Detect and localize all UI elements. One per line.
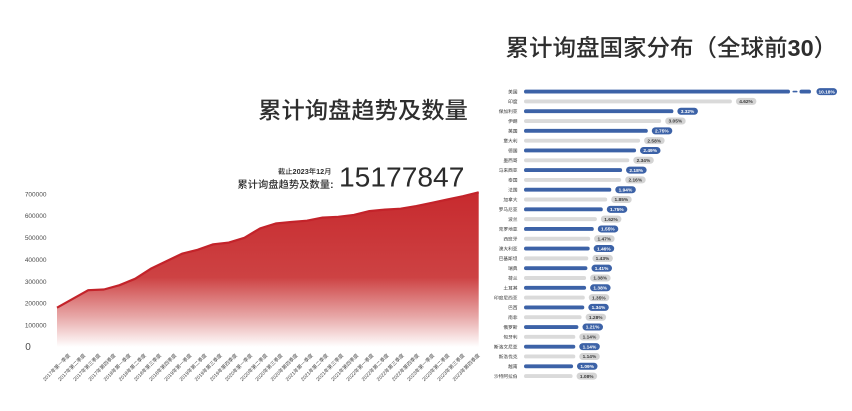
- svg-text:1.28%: 1.28%: [589, 315, 603, 321]
- svg-text:10.18%: 10.18%: [818, 89, 835, 95]
- svg-text:1.55%: 1.55%: [601, 227, 615, 233]
- svg-text:1.94%: 1.94%: [619, 187, 633, 193]
- svg-text:1.38%: 1.38%: [593, 286, 607, 292]
- svg-text:1.43%: 1.43%: [596, 256, 610, 262]
- svg-text:700000: 700000: [25, 191, 47, 198]
- svg-text:1.14%: 1.14%: [583, 344, 597, 350]
- svg-text:2.49%: 2.49%: [643, 148, 657, 154]
- svg-text:1.35%: 1.35%: [592, 295, 606, 301]
- svg-text:1.46%: 1.46%: [597, 246, 611, 252]
- svg-text:0: 0: [25, 342, 31, 353]
- svg-text:300000: 300000: [25, 279, 47, 286]
- svg-text:1.34%: 1.34%: [592, 305, 606, 311]
- svg-text::: :: [330, 180, 333, 191]
- svg-text:1.08%: 1.08%: [580, 374, 594, 380]
- svg-text:2.34%: 2.34%: [637, 158, 651, 164]
- svg-text:1.75%: 1.75%: [610, 207, 624, 213]
- svg-text:600000: 600000: [25, 213, 47, 220]
- svg-text:2023: 2023: [293, 167, 309, 176]
- svg-text:15177847: 15177847: [339, 161, 464, 193]
- svg-text:1.09%: 1.09%: [580, 364, 594, 370]
- svg-text:1.14%: 1.14%: [583, 354, 597, 360]
- svg-text:3.32%: 3.32%: [681, 109, 695, 115]
- svg-text:1.14%: 1.14%: [583, 335, 597, 341]
- svg-text:1.38%: 1.38%: [593, 276, 607, 282]
- svg-text:1.41%: 1.41%: [595, 266, 609, 272]
- svg-text:4.62%: 4.62%: [739, 99, 753, 105]
- svg-text:12: 12: [316, 167, 324, 176]
- svg-text:500000: 500000: [25, 235, 47, 242]
- svg-text:1.85%: 1.85%: [615, 197, 629, 203]
- svg-text:2.16%: 2.16%: [629, 178, 643, 184]
- svg-text:1.21%: 1.21%: [586, 325, 600, 331]
- svg-text:2.18%: 2.18%: [629, 168, 643, 174]
- svg-text:400000: 400000: [25, 257, 47, 264]
- svg-text:100000: 100000: [25, 322, 47, 329]
- svg-text:30: 30: [788, 35, 814, 61]
- svg-text:200000: 200000: [25, 301, 47, 308]
- svg-text:1.47%: 1.47%: [597, 236, 611, 242]
- svg-text:2.75%: 2.75%: [655, 129, 669, 135]
- svg-text:3.05%: 3.05%: [669, 119, 683, 125]
- svg-text:1.62%: 1.62%: [604, 217, 618, 223]
- svg-text:2.58%: 2.58%: [647, 138, 661, 144]
